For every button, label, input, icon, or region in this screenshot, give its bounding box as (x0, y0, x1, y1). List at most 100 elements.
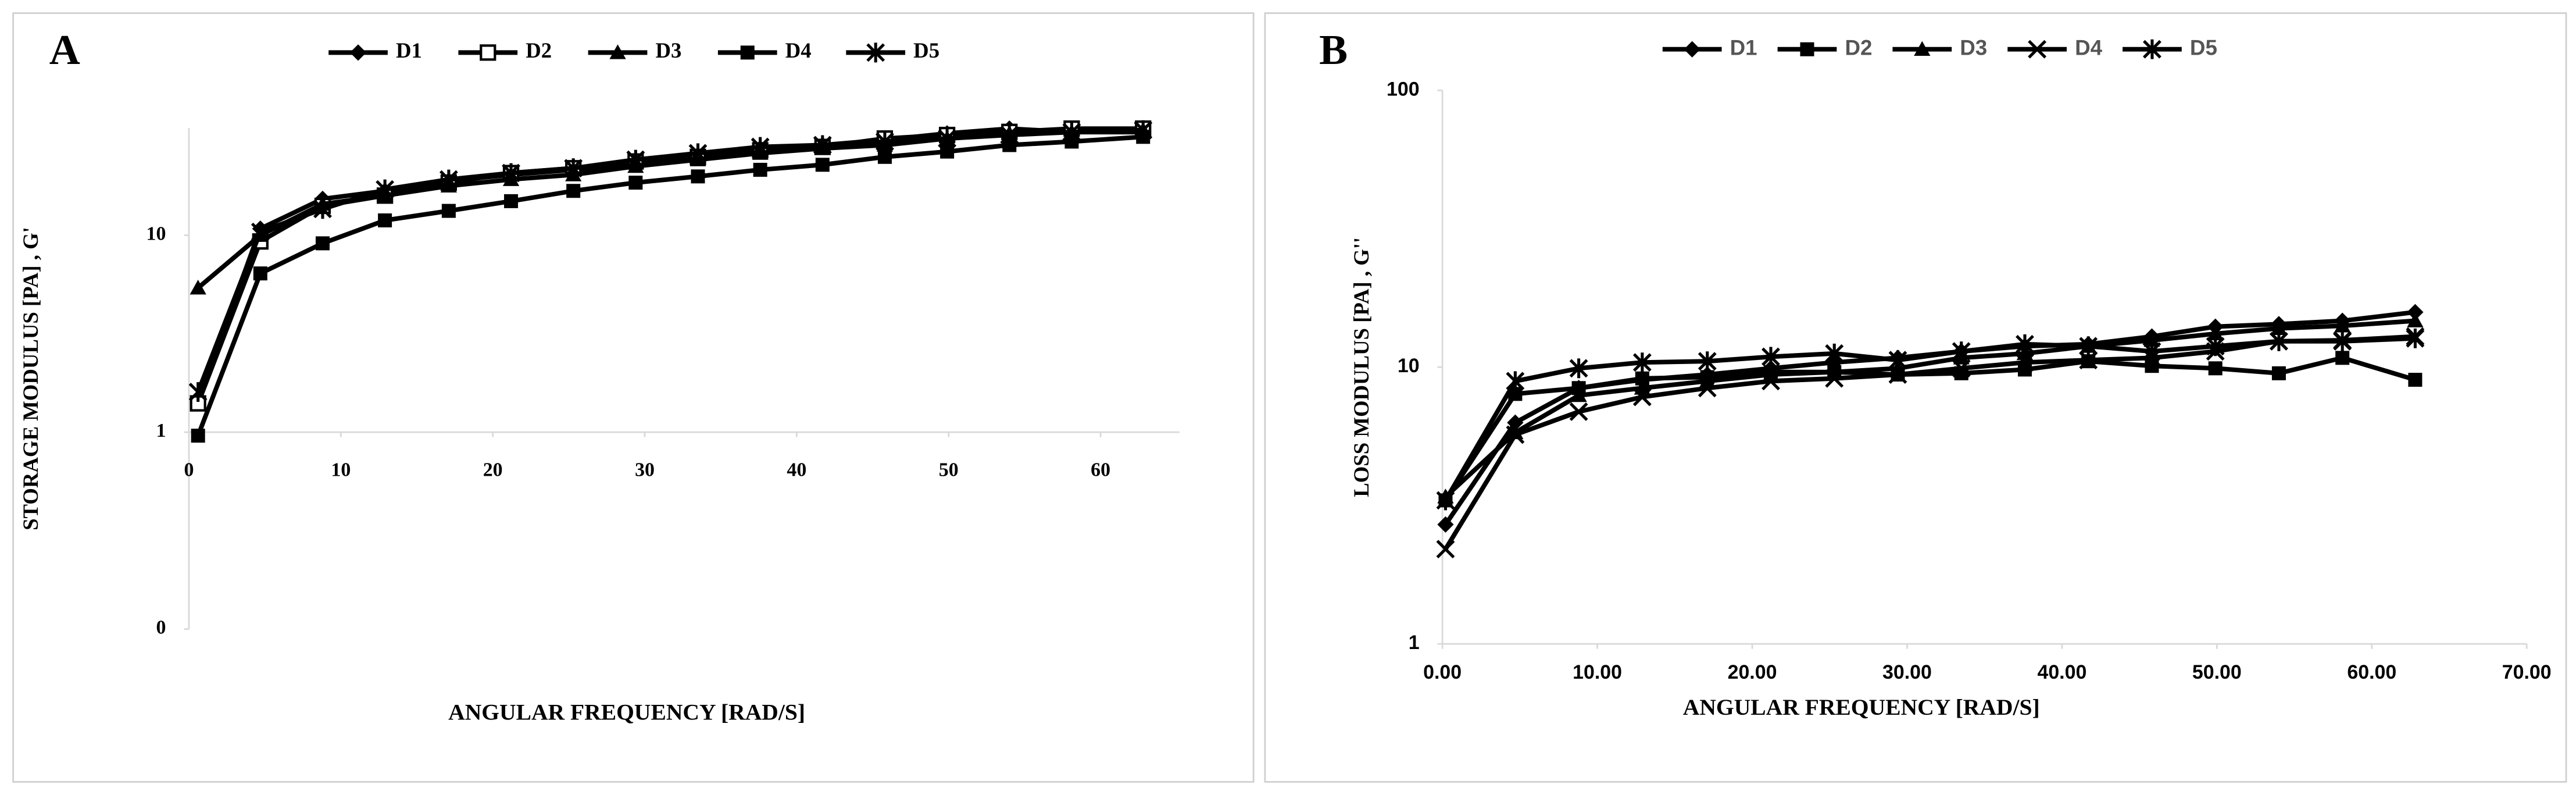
legend-label: D5 (913, 38, 939, 62)
marker (564, 158, 583, 179)
y-tick-label: 1 (1409, 632, 1420, 654)
y-tick-label: 10 (1398, 355, 1420, 377)
y-tick-label: 1 (156, 420, 166, 441)
marker (2143, 332, 2160, 347)
marker (691, 169, 705, 184)
x-tick-label: 20 (483, 459, 503, 481)
x-tick-label: 60 (1091, 459, 1110, 481)
marker (2016, 334, 2034, 354)
x-tick-label: 50.00 (2192, 661, 2242, 683)
x-tick-label: 20.00 (1728, 661, 1777, 683)
legend-label: D3 (1960, 35, 1987, 59)
y-axis-title: LOSS MODULUS [PA] , G'' (1349, 237, 1373, 497)
series-line (1444, 318, 2416, 499)
legend-label: D5 (2190, 35, 2217, 59)
marker (2142, 341, 2161, 362)
y-tick-label: 10 (147, 223, 166, 244)
marker (2079, 336, 2098, 356)
y-axis-title: STORAGE MODULUS [PA] , G' (19, 227, 42, 530)
x-tick-label: 40 (787, 459, 806, 481)
marker (753, 162, 767, 177)
marker (2269, 331, 2288, 351)
panel-label: B (1319, 26, 1348, 73)
marker (191, 429, 205, 443)
x-tick-label: 30 (635, 459, 655, 481)
x-tick-label: 10 (331, 459, 351, 481)
marker (315, 236, 330, 251)
marker (2335, 351, 2350, 365)
panel-label: A (49, 26, 80, 73)
series-line (195, 126, 1144, 405)
x-axis-title: ANGULAR FREQUENCY [RAD/S] (1683, 694, 2040, 720)
marker (1684, 41, 1700, 58)
marker (813, 135, 832, 155)
x-axis-title: ANGULAR FREQUENCY [RAD/S] (448, 700, 805, 725)
marker (376, 179, 395, 199)
marker (626, 149, 645, 170)
marker (1888, 350, 1907, 370)
marker (188, 382, 208, 402)
marker (1632, 352, 1652, 373)
marker (1569, 358, 1588, 379)
marker (1062, 122, 1081, 142)
marker (2406, 328, 2425, 348)
marker (190, 280, 206, 295)
marker (1825, 343, 1844, 363)
marker (1436, 490, 1455, 511)
marker (253, 266, 267, 281)
panel-frame (12, 12, 1255, 783)
legend-label: D2 (1845, 35, 1872, 59)
marker (938, 129, 957, 149)
series-line (195, 127, 1144, 393)
marker (378, 213, 392, 227)
marker (1134, 120, 1153, 140)
marker (2208, 361, 2223, 376)
series-line (1444, 336, 2416, 502)
y-tick-label: 100 (1387, 78, 1420, 100)
marker (1762, 347, 1780, 367)
marker (313, 199, 332, 219)
x-tick-label: 50 (939, 459, 959, 481)
marker (2028, 40, 2047, 59)
panel-frame (1264, 12, 2567, 783)
x-tick-label: 0.00 (1423, 661, 1462, 683)
marker (439, 169, 458, 190)
legend-label: D1 (396, 38, 422, 62)
x-tick-label: 0 (184, 459, 194, 481)
marker (566, 184, 581, 198)
marker (2207, 325, 2224, 341)
x-tick-label: 30.00 (1882, 661, 1932, 683)
marker (609, 44, 626, 59)
marker (2016, 353, 2034, 372)
marker (1762, 372, 1780, 391)
marker (1506, 371, 1525, 391)
series-line (1444, 334, 2416, 551)
marker (2408, 373, 2423, 387)
series-line (1444, 355, 2416, 502)
marker (1698, 351, 1717, 372)
marker (2206, 336, 2225, 356)
marker (1569, 402, 1588, 421)
series-line (195, 134, 1144, 437)
marker (502, 163, 520, 183)
marker (1437, 516, 1454, 533)
marker (480, 44, 496, 61)
legend-label: D4 (785, 38, 812, 62)
marker (1888, 365, 1907, 384)
marker (1825, 369, 1844, 388)
y-tick-label: 0 (156, 617, 166, 639)
marker (441, 204, 456, 218)
marker (2142, 39, 2161, 59)
marker (1914, 41, 1931, 56)
marker (1632, 387, 1652, 407)
marker (751, 137, 770, 157)
legend-label: D2 (526, 38, 552, 62)
marker (688, 143, 708, 163)
series-line (195, 126, 1144, 402)
marker (1698, 379, 1717, 398)
marker (2407, 312, 2424, 327)
marker (349, 44, 367, 61)
legend-label: D4 (2075, 35, 2103, 59)
marker (740, 45, 755, 60)
